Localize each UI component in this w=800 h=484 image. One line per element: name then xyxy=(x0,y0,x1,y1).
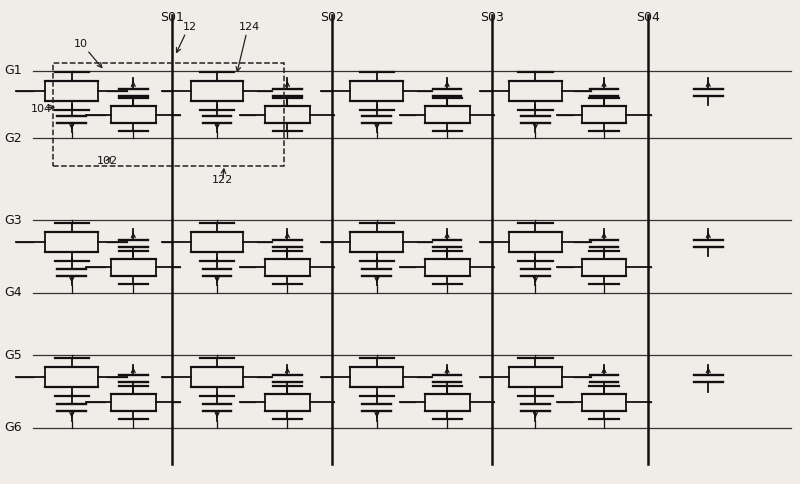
Text: G5: G5 xyxy=(5,349,22,362)
Text: 10: 10 xyxy=(74,39,88,48)
Text: 12: 12 xyxy=(182,22,197,31)
Text: G3: G3 xyxy=(5,214,22,227)
Text: G6: G6 xyxy=(5,421,22,434)
Text: 124: 124 xyxy=(238,22,260,31)
Text: 102: 102 xyxy=(97,156,118,166)
Text: G4: G4 xyxy=(5,286,22,299)
Text: S04: S04 xyxy=(636,11,659,24)
Text: 104: 104 xyxy=(31,104,52,114)
Text: S01: S01 xyxy=(161,11,184,24)
Text: G1: G1 xyxy=(5,64,22,77)
Text: G2: G2 xyxy=(5,132,22,145)
Text: S02: S02 xyxy=(320,11,344,24)
Text: 122: 122 xyxy=(212,175,234,185)
Text: S03: S03 xyxy=(480,11,504,24)
